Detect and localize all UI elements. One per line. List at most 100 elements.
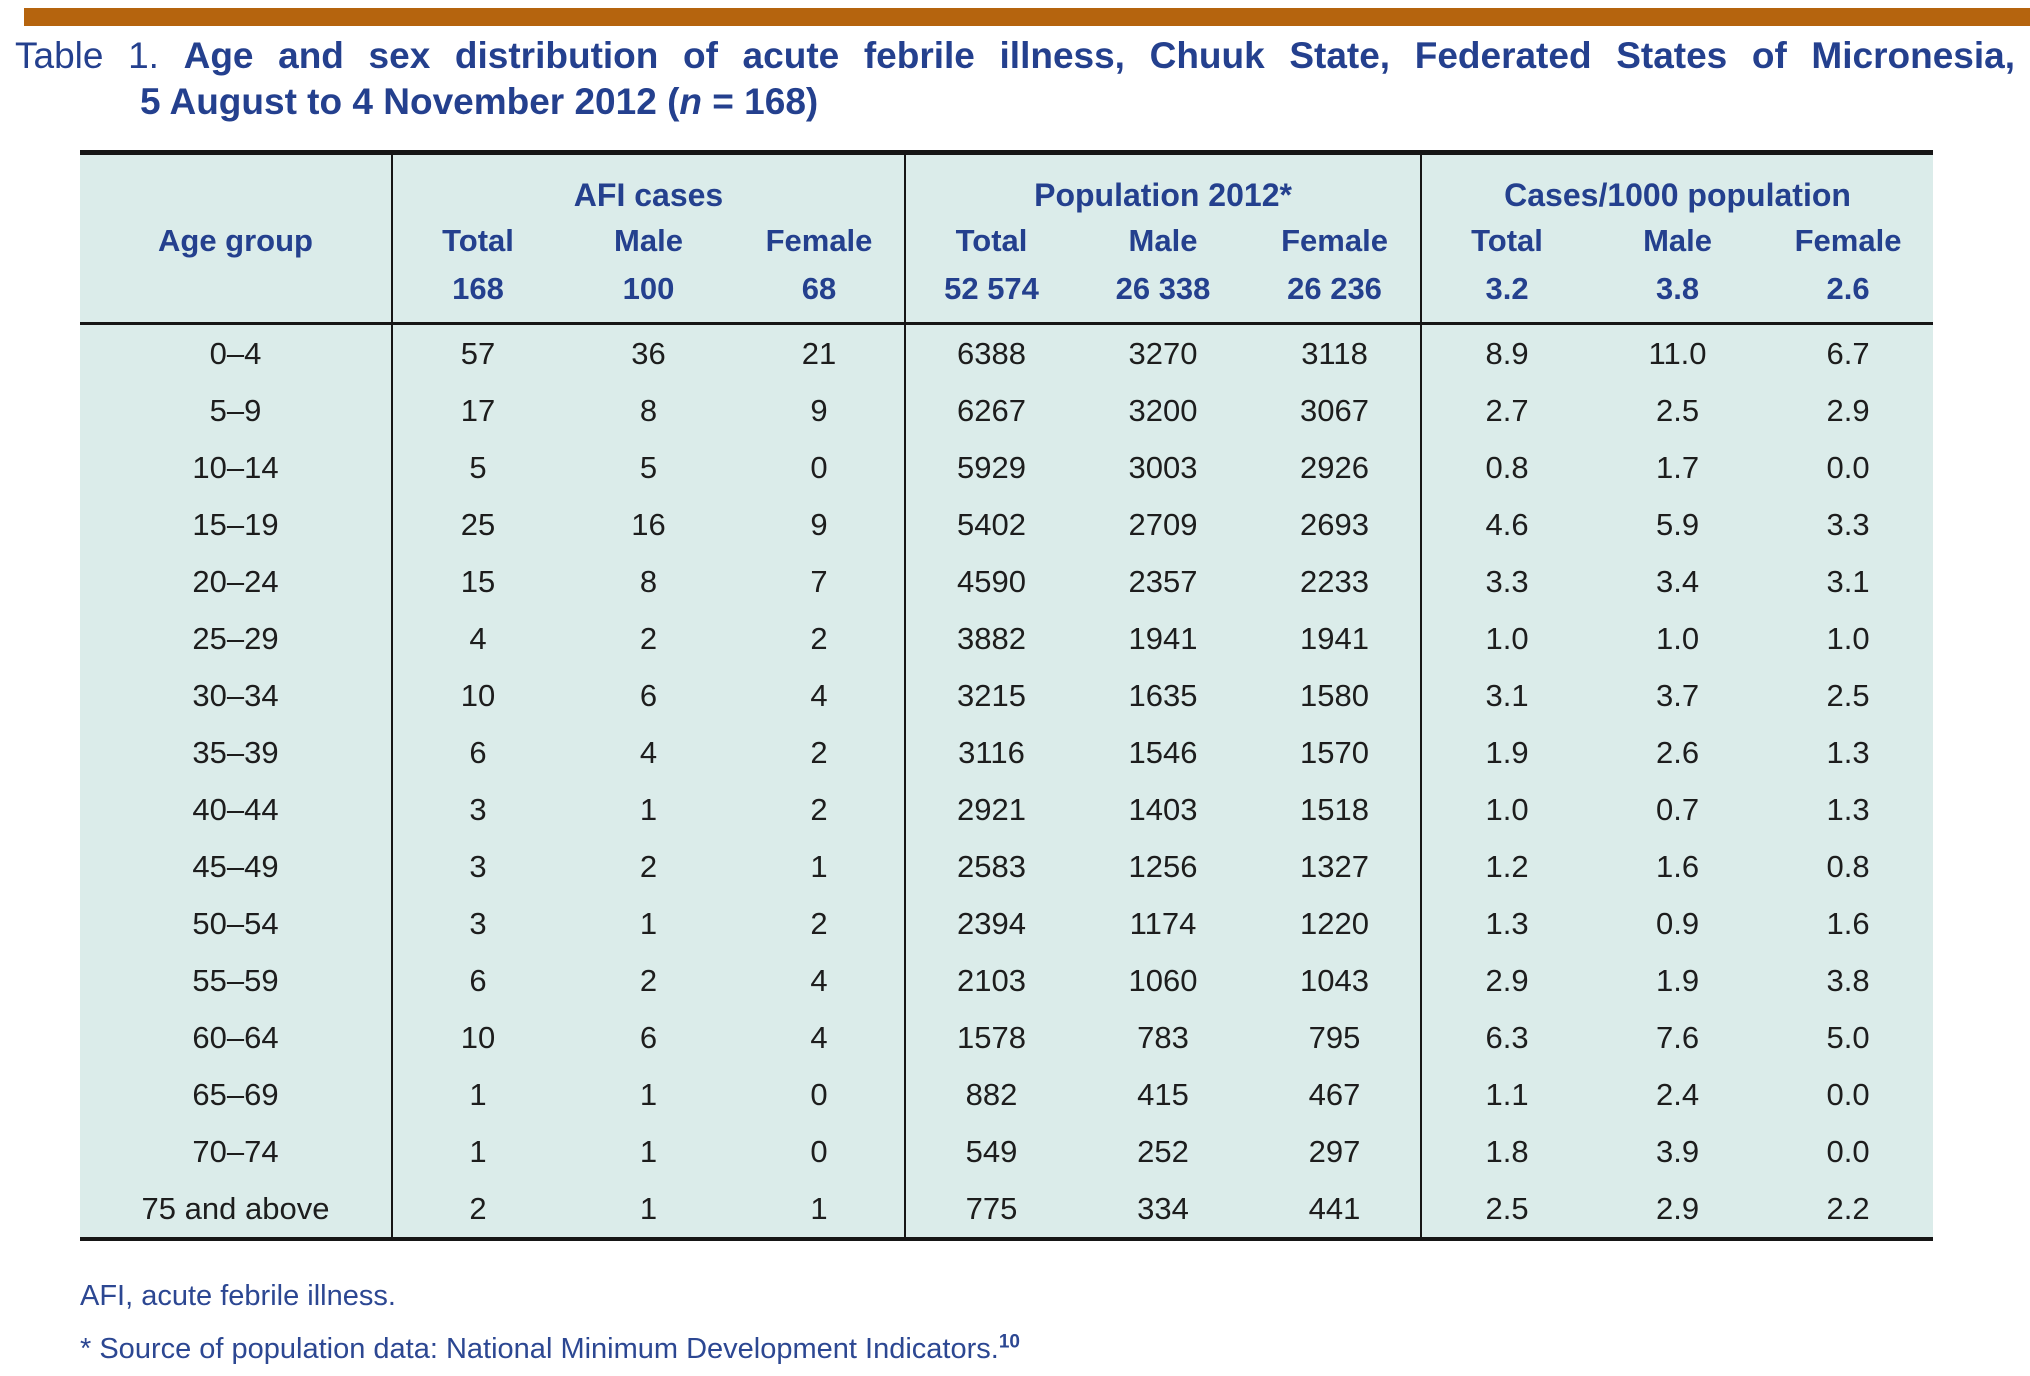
age-group-cell: 25–29 bbox=[192, 621, 279, 656]
column-header-rate-male: Male bbox=[1643, 223, 1712, 258]
group-header-spacer bbox=[80, 153, 392, 221]
value-cell: 57 bbox=[391, 323, 563, 382]
value-cell: 1 bbox=[639, 792, 658, 827]
column-header-afi-female: Female bbox=[765, 223, 873, 258]
value-cell: 1327 bbox=[1300, 849, 1369, 884]
table-row: 60–64 10 6 4 1578 783 795 6.3 7.6 5.0 bbox=[80, 1009, 1933, 1066]
value-cell: 1 bbox=[391, 1066, 563, 1123]
value-cell: 0.0 bbox=[1826, 1134, 1870, 1169]
table-row: 40–44 3 1 2 2921 1403 1518 1.0 0.7 1.3 bbox=[80, 781, 1933, 838]
value-cell: 4590 bbox=[904, 553, 1078, 610]
value-cell: 297 bbox=[1308, 1134, 1361, 1169]
value-cell: 1 bbox=[810, 1191, 828, 1226]
value-cell: 2.9 bbox=[1420, 952, 1593, 1009]
age-group-cell: 15–19 bbox=[192, 507, 279, 542]
column-header-rate-female: Female bbox=[1794, 223, 1902, 258]
value-cell: 5 bbox=[639, 450, 658, 485]
value-cell: 6.3 bbox=[1420, 1009, 1593, 1066]
totals-rate-male: 3.8 bbox=[1592, 270, 1764, 325]
value-cell: 1.2 bbox=[1420, 838, 1593, 895]
value-cell: 0 bbox=[810, 1134, 828, 1169]
table-row: 75 and above 2 1 1 775 334 441 2.5 2.9 2.2 bbox=[80, 1180, 1933, 1239]
value-cell: 1941 bbox=[1128, 621, 1198, 656]
value-cell: 2926 bbox=[1300, 450, 1369, 485]
value-cell: 3 bbox=[391, 838, 563, 895]
value-cell: 1.0 bbox=[1826, 621, 1870, 656]
value-cell: 1.6 bbox=[1826, 906, 1870, 941]
value-cell: 3270 bbox=[1128, 336, 1198, 371]
value-cell: 1256 bbox=[1128, 849, 1198, 884]
table-title-line1: Table 1. Age and sex distribution of acu… bbox=[15, 33, 2015, 79]
value-cell: 0 bbox=[810, 450, 828, 485]
value-cell: 8.9 bbox=[1420, 323, 1593, 382]
value-cell: 2 bbox=[810, 735, 828, 770]
value-cell: 2.5 bbox=[1655, 393, 1700, 428]
totals-afi-female: 68 bbox=[734, 270, 906, 325]
age-group-cell: 75 and above bbox=[141, 1191, 330, 1226]
value-cell: 25 bbox=[391, 496, 563, 553]
table-row: 65–69 1 1 0 882 415 467 1.1 2.4 0.0 bbox=[80, 1066, 1933, 1123]
column-header-pop-total: Total bbox=[904, 220, 1078, 270]
value-cell: 2.7 bbox=[1420, 382, 1593, 439]
value-cell: 3215 bbox=[904, 667, 1078, 724]
value-cell: 1174 bbox=[1129, 906, 1197, 941]
footnote-population-source: * Source of population data: National Mi… bbox=[80, 1331, 1020, 1365]
value-cell: 2233 bbox=[1300, 564, 1369, 599]
value-cell: 1941 bbox=[1300, 621, 1369, 656]
value-cell: 3.3 bbox=[1826, 507, 1870, 542]
value-cell: 2693 bbox=[1300, 507, 1369, 542]
value-cell: 1.3 bbox=[1826, 735, 1870, 770]
table-row: 50–54 3 1 2 2394 1174 1220 1.3 0.9 1.6 bbox=[80, 895, 1933, 952]
value-cell: 1518 bbox=[1300, 792, 1369, 827]
value-cell: 4.6 bbox=[1420, 496, 1593, 553]
value-cell: 795 bbox=[1308, 1020, 1361, 1055]
value-cell: 783 bbox=[1137, 1020, 1189, 1055]
value-cell: 2357 bbox=[1128, 564, 1198, 599]
value-cell: 1 bbox=[810, 849, 828, 884]
value-cell: 2 bbox=[810, 792, 828, 827]
value-cell: 2 bbox=[639, 621, 658, 656]
value-cell: 4 bbox=[810, 678, 828, 713]
value-cell: 3067 bbox=[1300, 393, 1369, 428]
column-header-afi-male: Male bbox=[614, 223, 683, 258]
age-group-cell: 45–49 bbox=[192, 849, 279, 884]
value-cell: 5 bbox=[391, 439, 563, 496]
value-cell: 1060 bbox=[1128, 963, 1198, 998]
age-group-cell: 35–39 bbox=[192, 735, 279, 770]
totals-afi-male: 100 bbox=[563, 270, 734, 325]
value-cell: 21 bbox=[801, 336, 837, 371]
value-cell: 2.4 bbox=[1655, 1077, 1700, 1112]
column-header-afi-total: Total bbox=[391, 220, 563, 270]
value-cell: 9 bbox=[810, 393, 828, 428]
value-cell: 9 bbox=[810, 507, 828, 542]
value-cell: 3882 bbox=[904, 610, 1078, 667]
totals-pop-male: 26 338 bbox=[1077, 270, 1250, 325]
value-cell: 1.0 bbox=[1655, 621, 1700, 656]
table-title-text: Age and sex distribution of acute febril… bbox=[183, 35, 2016, 76]
value-cell: 1578 bbox=[904, 1009, 1078, 1066]
totals-afi-total: 168 bbox=[391, 270, 563, 325]
value-cell: 882 bbox=[904, 1066, 1078, 1123]
value-cell: 4 bbox=[639, 735, 658, 770]
value-cell: 3 bbox=[391, 895, 563, 952]
age-group-cell: 50–54 bbox=[192, 906, 279, 941]
value-cell: 15 bbox=[391, 553, 563, 610]
value-cell: 3003 bbox=[1128, 450, 1198, 485]
age-group-cell: 65–69 bbox=[192, 1077, 279, 1112]
totals-row: 168 100 68 52 574 26 338 26 236 3.2 3.8 … bbox=[80, 270, 1934, 325]
value-cell: 0 bbox=[810, 1077, 828, 1112]
value-cell: 4 bbox=[810, 1020, 828, 1055]
value-cell: 4 bbox=[810, 963, 828, 998]
value-cell: 2103 bbox=[904, 952, 1078, 1009]
totals-pop-female: 26 236 bbox=[1249, 270, 1422, 325]
value-cell: 6388 bbox=[904, 323, 1078, 382]
value-cell: 6267 bbox=[904, 382, 1078, 439]
table-row: 0–4 57 36 21 6388 3270 3118 8.9 11.0 6.7 bbox=[80, 323, 1933, 382]
value-cell: 252 bbox=[1137, 1134, 1189, 1169]
table-row: 30–34 10 6 4 3215 1635 1580 3.1 3.7 2.5 bbox=[80, 667, 1933, 724]
value-cell: 3.9 bbox=[1655, 1134, 1700, 1169]
age-group-cell: 60–64 bbox=[192, 1020, 279, 1055]
table-title-line2: 5 August to 4 November 2012 (n = 168) bbox=[140, 81, 819, 122]
totals-pop-total: 52 574 bbox=[904, 270, 1078, 325]
value-cell: 1.0 bbox=[1420, 610, 1593, 667]
